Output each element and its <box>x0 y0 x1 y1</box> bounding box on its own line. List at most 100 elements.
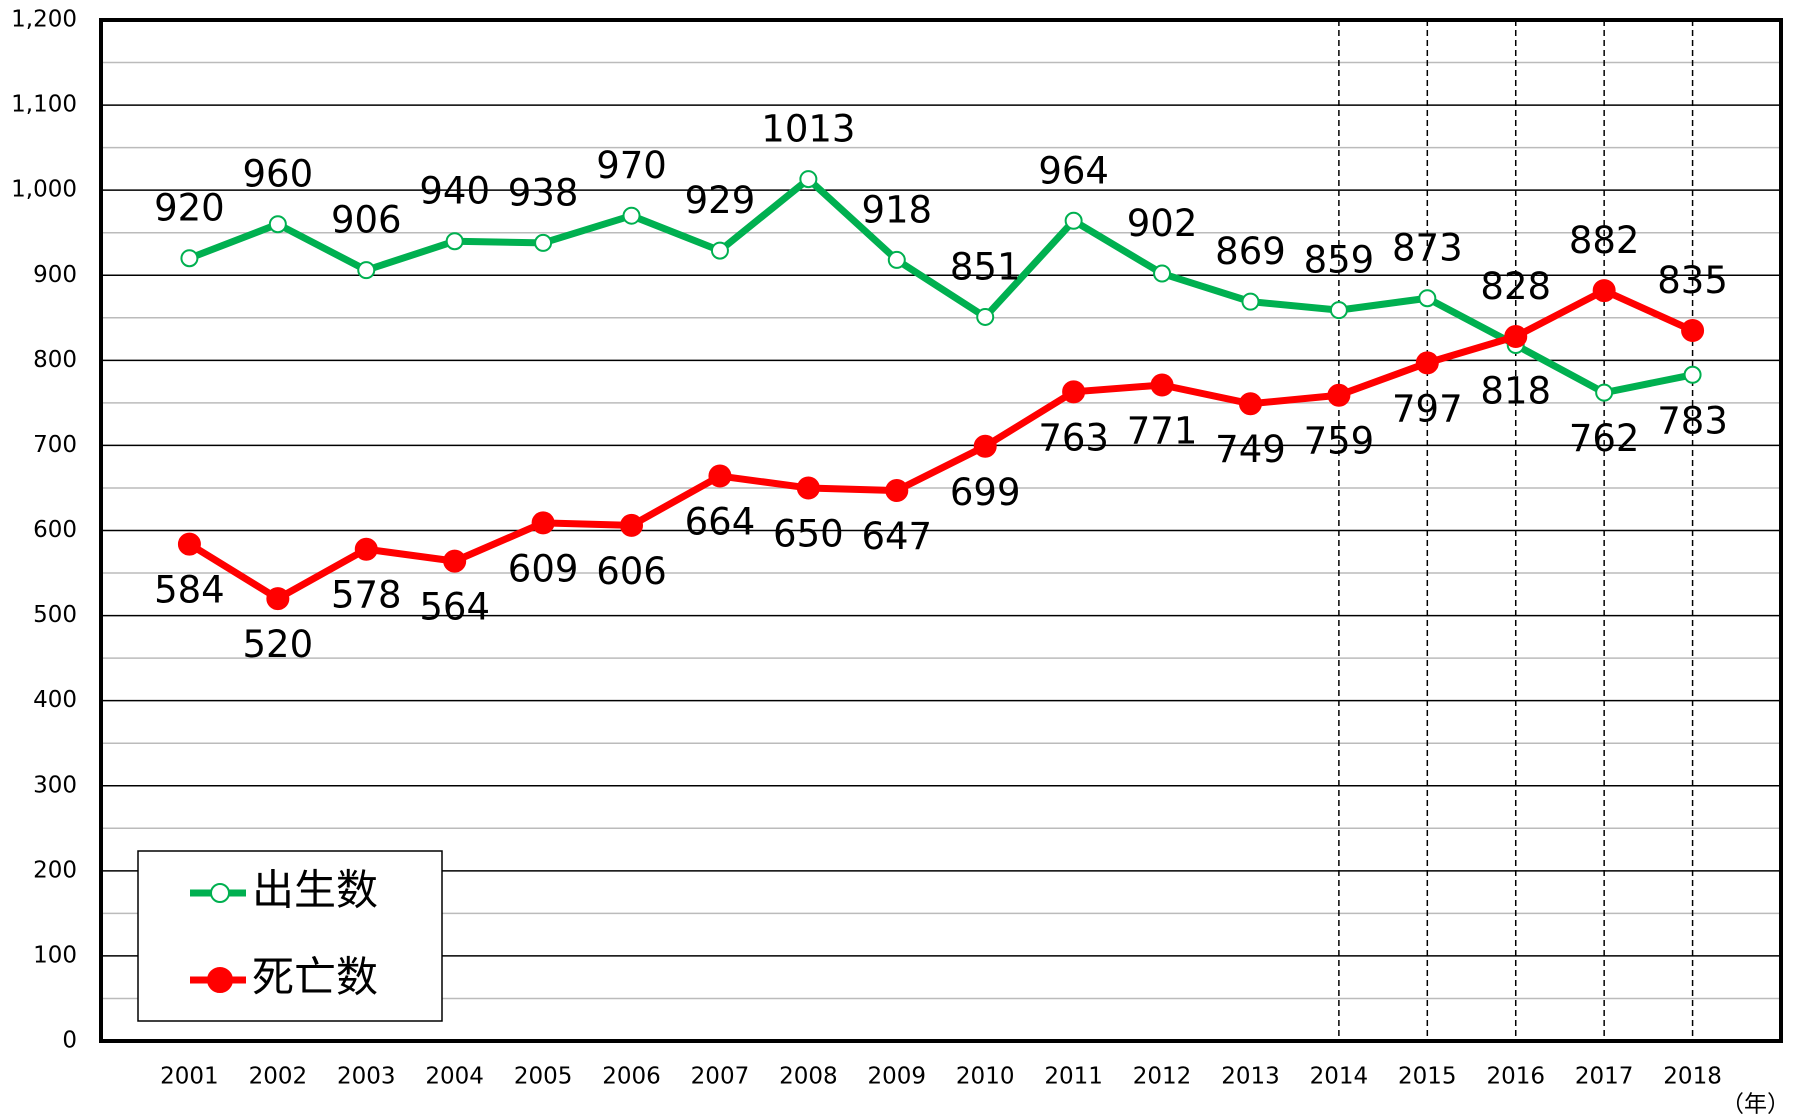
marker <box>443 549 467 573</box>
data-label: 759 <box>1304 420 1375 463</box>
series-line <box>188 175 1694 397</box>
y-tick-label: 500 <box>33 602 77 628</box>
data-label: 938 <box>508 171 579 214</box>
y-tick-label: 700 <box>33 432 77 458</box>
data-label: 578 <box>331 574 402 617</box>
plot-frame <box>99 18 1783 1043</box>
marker <box>1150 373 1174 397</box>
data-label: 797 <box>1392 387 1463 430</box>
x-tick-label: 2018 <box>1663 1064 1722 1090</box>
data-label: 520 <box>243 623 314 666</box>
y-tick-label: 0 <box>62 1028 77 1054</box>
data-label: 918 <box>861 188 932 231</box>
y-tick-label: 100 <box>33 942 77 968</box>
y-tick-label: 200 <box>33 857 77 883</box>
data-label: 869 <box>1215 230 1286 273</box>
x-tick-label: 2003 <box>337 1064 396 1090</box>
marker <box>534 233 553 252</box>
x-tick-label: 2009 <box>868 1064 927 1090</box>
data-label: 940 <box>419 170 490 213</box>
marker <box>708 464 732 488</box>
data-label: 902 <box>1127 202 1198 245</box>
marker <box>1062 380 1086 404</box>
marker <box>1681 319 1705 343</box>
data-label: 929 <box>685 179 756 222</box>
marker <box>180 249 199 268</box>
data-label: 584 <box>154 569 225 612</box>
legend-label: 死亡数 <box>252 953 378 1002</box>
marker <box>1504 325 1528 349</box>
legend-box <box>137 850 443 1022</box>
marker <box>1238 392 1262 416</box>
x-tick-label: 2010 <box>956 1064 1015 1090</box>
data-label: 749 <box>1215 428 1286 471</box>
y-tick-label: 1,000 <box>11 177 77 203</box>
marker <box>976 307 995 326</box>
data-label: 762 <box>1569 417 1640 460</box>
data-label: 960 <box>243 153 314 196</box>
x-tick-label: 2006 <box>602 1064 661 1090</box>
marker <box>268 215 287 234</box>
marker <box>445 232 464 251</box>
series-line <box>187 287 1695 603</box>
data-label: 664 <box>685 501 756 544</box>
x-tick-label: 2017 <box>1575 1064 1634 1090</box>
marker <box>357 261 376 280</box>
y-tick-label: 900 <box>33 262 77 288</box>
data-label: 783 <box>1657 399 1728 442</box>
y-tick-label: 1,200 <box>11 7 77 33</box>
x-tick-label: 2012 <box>1133 1064 1192 1090</box>
marker <box>531 511 555 535</box>
marker <box>1592 279 1616 303</box>
data-label: 835 <box>1657 259 1728 302</box>
y-tick-label: 300 <box>33 772 77 798</box>
marker <box>354 537 378 561</box>
data-label: 964 <box>1038 149 1109 192</box>
x-tick-label: 2001 <box>160 1064 219 1090</box>
data-label: 771 <box>1127 410 1198 453</box>
data-label: 906 <box>331 199 402 242</box>
marker <box>1329 301 1348 320</box>
data-label: 851 <box>950 245 1021 288</box>
marker <box>1153 264 1172 283</box>
x-tick-label: 2008 <box>779 1064 838 1090</box>
marker <box>796 476 820 500</box>
marker <box>177 532 201 556</box>
data-label: 650 <box>773 512 844 555</box>
y-tick-label: 1,100 <box>11 92 77 118</box>
x-tick-label: 2002 <box>249 1064 308 1090</box>
legend-label: 出生数 <box>252 866 378 915</box>
x-tick-label: 2005 <box>514 1064 573 1090</box>
data-label: 828 <box>1480 265 1551 308</box>
marker <box>885 479 909 503</box>
data-label: 763 <box>1038 416 1109 459</box>
y-tick-label: 800 <box>33 347 77 373</box>
x-axis-label: （年） <box>1721 1092 1790 1118</box>
marker <box>1595 383 1614 402</box>
marker <box>973 434 997 458</box>
marker <box>266 587 290 611</box>
marker <box>1327 383 1351 407</box>
marker <box>1064 211 1083 230</box>
data-label: 859 <box>1304 239 1375 282</box>
marker <box>1683 365 1702 384</box>
marker <box>1241 292 1260 311</box>
marker <box>622 206 641 225</box>
data-label: 1013 <box>761 108 855 151</box>
data-label: 699 <box>950 471 1021 514</box>
data-label: 873 <box>1392 227 1463 270</box>
data-label: 564 <box>419 586 490 629</box>
y-tick-label: 600 <box>33 517 77 543</box>
x-tick-label: 2013 <box>1221 1064 1280 1090</box>
x-tick-label: 2007 <box>691 1064 750 1090</box>
x-tick-label: 2015 <box>1398 1064 1457 1090</box>
marker <box>799 170 818 189</box>
legend-marker <box>207 967 233 993</box>
marker <box>1418 289 1437 308</box>
y-tick-label: 400 <box>33 687 77 713</box>
data-label: 609 <box>508 547 579 590</box>
data-label: 818 <box>1480 370 1551 413</box>
data-label: 882 <box>1569 219 1640 262</box>
